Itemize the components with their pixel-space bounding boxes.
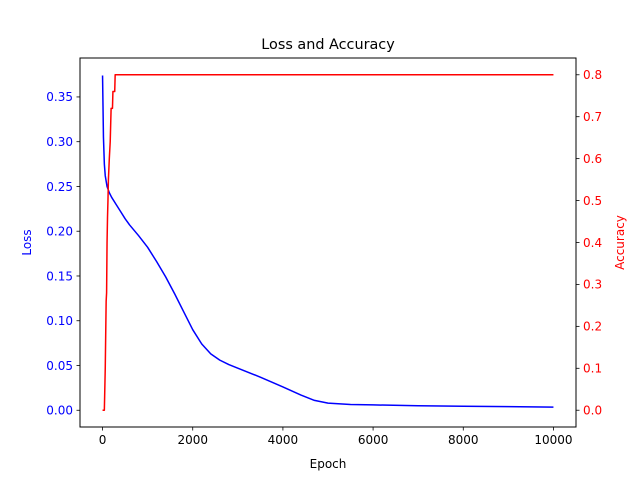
y-left-tick-label: 0.20 xyxy=(46,225,73,239)
y-right-tick-label: 0.5 xyxy=(583,194,602,208)
y-right-tick-label: 0.2 xyxy=(583,320,602,334)
y-axis-label-right: Accuracy xyxy=(613,215,627,270)
y-right-tick-label: 0.3 xyxy=(583,278,602,292)
axes-layer: 0 2000 4000 6000 8000 10000 0.00 0.05 0.10 0.15 0.… xyxy=(46,68,602,447)
x-axis-label: Epoch xyxy=(310,457,347,471)
y-left-tick-label: 0.25 xyxy=(46,180,73,194)
accuracy-line xyxy=(102,74,554,411)
y-left-tick-label: 0.35 xyxy=(46,90,73,104)
x-tick-label: 4000 xyxy=(268,433,299,447)
x-tick-label: 0 xyxy=(99,433,107,447)
chart-title: Loss and Accuracy xyxy=(261,37,395,53)
series-layer xyxy=(101,74,554,411)
y-left-tick-label: 0.15 xyxy=(46,269,73,283)
x-tick-label: 10000 xyxy=(534,433,572,447)
y-left-tick-label: 0.00 xyxy=(46,404,73,418)
y-right-tick-label: 0.7 xyxy=(583,110,602,124)
y-right-tick-label: 0.6 xyxy=(583,152,602,166)
y-right-tick-label: 0.8 xyxy=(583,68,602,82)
y-right-tick-label: 0.4 xyxy=(583,236,602,250)
x-tick-label: 6000 xyxy=(358,433,389,447)
x-tick-label: 8000 xyxy=(448,433,479,447)
x-tick-label: 2000 xyxy=(177,433,208,447)
plot-frame xyxy=(79,57,577,428)
y-left-tick-label: 0.05 xyxy=(46,359,73,373)
y-right-tick-label: 0.0 xyxy=(583,404,602,418)
y-left-tick-label: 0.10 xyxy=(46,314,73,328)
y-left-tick-label: 0.30 xyxy=(46,135,73,149)
y-axis-label-left: Loss xyxy=(20,229,34,255)
y-right-tick-label: 0.1 xyxy=(583,362,602,376)
